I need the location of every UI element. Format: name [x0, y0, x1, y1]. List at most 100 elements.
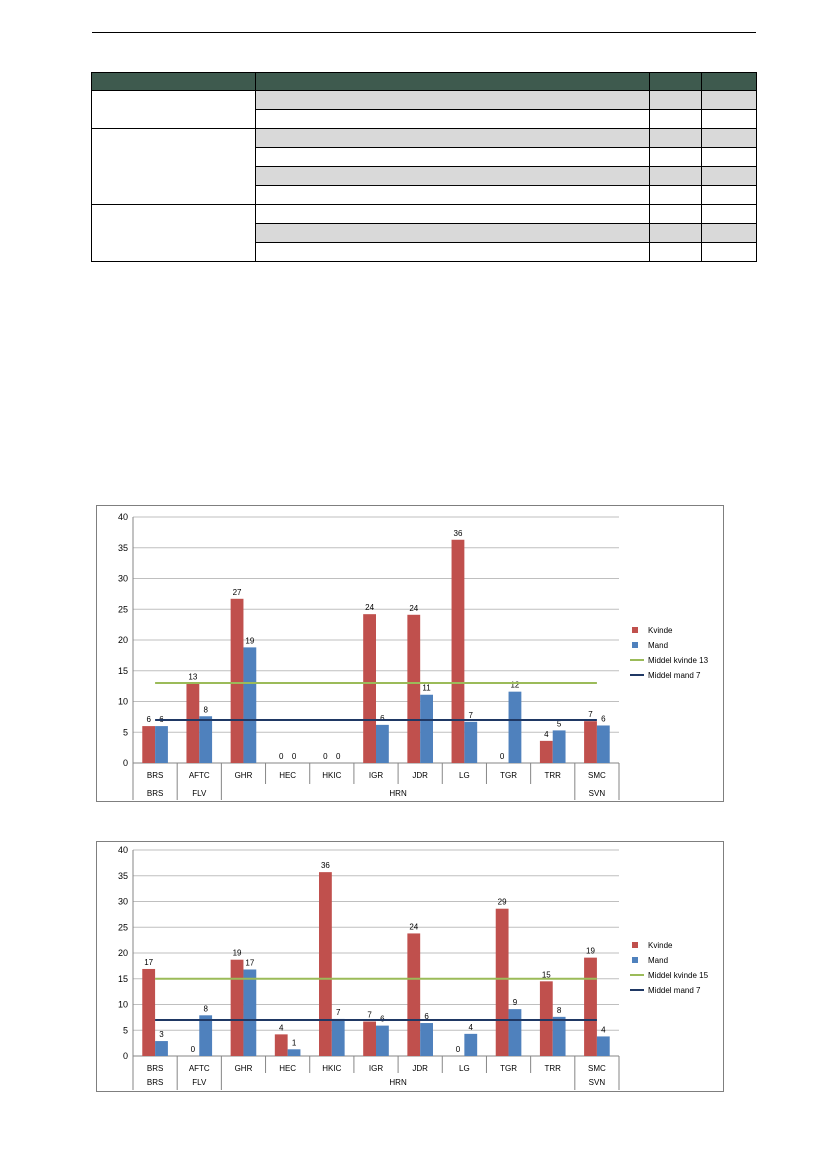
bar-kvinde: [230, 959, 244, 1056]
y-tick-label: 0: [123, 758, 128, 768]
table-cell: [701, 166, 757, 186]
data-label: 6: [424, 1012, 429, 1021]
table-cell: [649, 147, 702, 167]
data-label: 6: [380, 714, 385, 723]
data-label: 9: [513, 998, 518, 1007]
x-group-label: SVN: [589, 1078, 606, 1087]
data-label: 5: [557, 719, 562, 728]
legend-swatch: [632, 942, 638, 948]
table-row: [92, 166, 757, 186]
x-tick-label: GHR: [235, 771, 253, 780]
y-tick-label: 35: [118, 543, 128, 553]
bar-mand: [508, 1009, 522, 1056]
data-label: 7: [367, 1010, 372, 1019]
x-tick-label: HEC: [279, 1064, 296, 1073]
y-tick-label: 40: [118, 512, 128, 522]
legend-label: Middel mand 7: [648, 986, 701, 995]
bar-kvinde: [495, 908, 509, 1056]
y-tick-label: 30: [118, 897, 128, 907]
x-group-label: BRS: [147, 1078, 163, 1087]
x-tick-label: HKIC: [322, 1064, 341, 1073]
bar-mand: [420, 694, 433, 763]
x-tick-label: IGR: [369, 771, 383, 780]
data-label: 0: [323, 752, 328, 761]
bar-mand: [420, 1023, 433, 1056]
table-header-cell: [701, 72, 757, 91]
table-row: [92, 242, 757, 262]
table-row: [91, 128, 757, 205]
x-tick-label: TGR: [500, 1064, 517, 1073]
bar-mand: [596, 725, 610, 763]
table-cell: [255, 185, 650, 205]
table-header-cell: [649, 72, 702, 91]
x-tick-label: BRS: [147, 771, 163, 780]
data-label: 4: [544, 730, 549, 739]
data-label: 7: [336, 1008, 341, 1017]
data-label: 29: [498, 898, 507, 907]
y-tick-label: 5: [123, 727, 128, 737]
table-cell: [701, 204, 757, 224]
bar-kvinde: [539, 740, 553, 763]
table-cell: [649, 204, 702, 224]
data-label: 12: [510, 681, 519, 690]
table-header-cell: [255, 72, 650, 91]
table-group-cell: [91, 90, 256, 129]
data-label: 0: [279, 752, 284, 761]
data-label: 6: [146, 715, 151, 724]
table-cell: [649, 109, 702, 129]
bar-mand: [376, 724, 389, 763]
x-tick-label: LG: [459, 771, 470, 780]
data-label: 1: [292, 1038, 297, 1047]
y-tick-label: 25: [118, 922, 128, 932]
legend-label: Middel kvinde 13: [648, 656, 709, 665]
legend-swatch: [632, 627, 638, 633]
table-cell: [255, 90, 650, 110]
data-label: 27: [233, 588, 242, 597]
table-cell: [255, 109, 650, 129]
data-label: 8: [203, 1004, 208, 1013]
data-label: 17: [245, 958, 254, 967]
x-group-label: FLV: [192, 1078, 207, 1087]
table-header-row: [91, 72, 757, 91]
bar-kvinde: [186, 683, 200, 763]
y-tick-label: 20: [118, 635, 128, 645]
table-cell: [255, 147, 650, 167]
table-cell: [701, 185, 757, 205]
bar-kvinde: [142, 968, 156, 1056]
data-label: 11: [422, 684, 431, 693]
bar-mand: [552, 1016, 566, 1056]
data-label: 4: [469, 1023, 474, 1032]
x-group-label: HRN: [389, 1078, 407, 1087]
data-label: 36: [454, 529, 463, 538]
bar-mand: [199, 716, 213, 763]
y-tick-label: 20: [118, 948, 128, 958]
bar-mand: [464, 1033, 478, 1056]
y-tick-label: 15: [118, 974, 128, 984]
bar-kvinde: [407, 614, 421, 763]
data-label: 36: [321, 861, 330, 870]
data-label: 24: [409, 604, 418, 613]
data-label: 3: [159, 1030, 164, 1039]
table-cell: [701, 242, 757, 262]
x-tick-label: SMC: [588, 771, 606, 780]
y-tick-label: 10: [118, 1000, 128, 1010]
table-cell: [649, 166, 702, 186]
bar-kvinde: [539, 981, 553, 1056]
data-label: 24: [365, 603, 374, 612]
x-tick-label: IGR: [369, 1064, 383, 1073]
data-label: 8: [557, 1006, 562, 1015]
x-tick-label: AFTC: [189, 771, 210, 780]
table-cell: [701, 128, 757, 148]
bar-kvinde: [319, 872, 332, 1056]
table-cell: [701, 147, 757, 167]
y-tick-label: 30: [118, 574, 128, 584]
data-label: 13: [188, 673, 197, 682]
x-tick-label: HKIC: [322, 771, 341, 780]
bar-mand: [287, 1049, 301, 1056]
x-group-label: FLV: [192, 789, 207, 798]
data-label: 0: [500, 752, 505, 761]
y-tick-label: 10: [118, 697, 128, 707]
bar-mand: [243, 969, 257, 1056]
legend-label: Mand: [648, 956, 668, 965]
bar-kvinde: [584, 721, 597, 763]
